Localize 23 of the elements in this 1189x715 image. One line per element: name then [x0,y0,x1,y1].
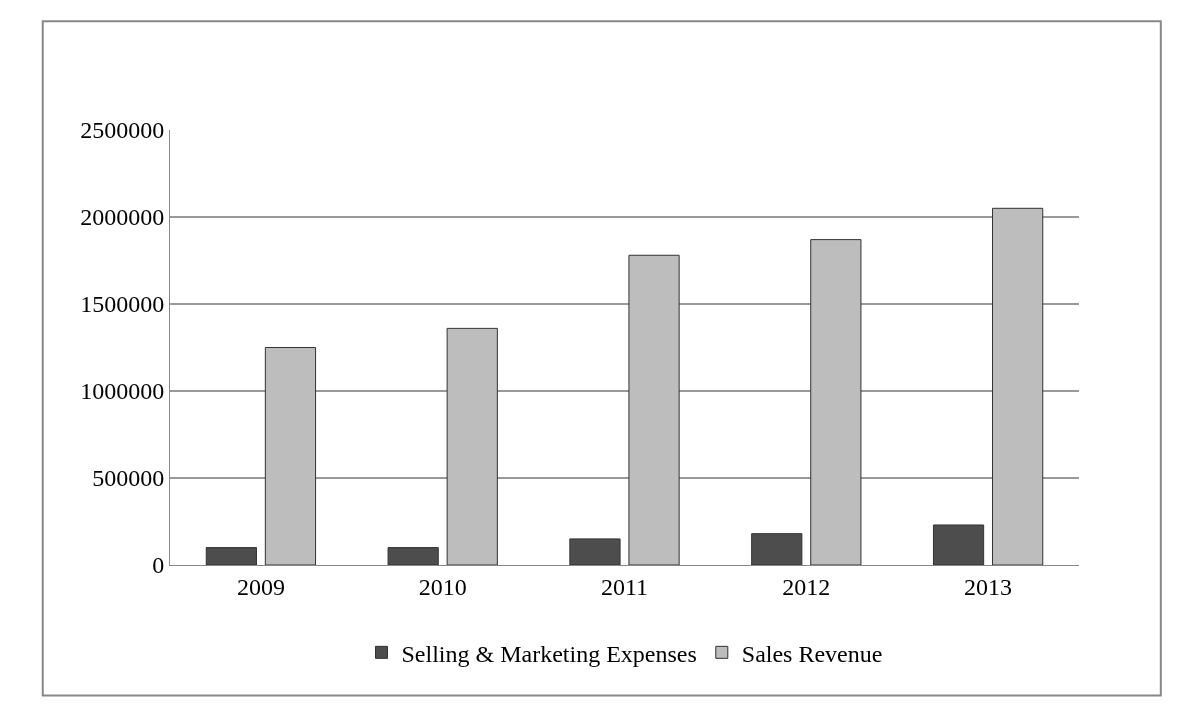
y-tick-label: 1500000 [80,291,165,318]
x-tick-label: 2010 [418,573,467,600]
bar [751,533,803,565]
bar [992,207,1044,565]
legend-label: Sales Revenue [741,640,883,667]
x-tick-label: 2009 [236,573,285,600]
x-tick-label: 2013 [964,573,1013,600]
y-tick-label: 2500000 [80,117,165,144]
bar [446,327,498,565]
bar [932,524,985,565]
y-tick-label: 1000000 [80,378,165,405]
y-tick-label: 500000 [92,465,165,492]
x-tick-label: 2011 [600,573,649,600]
bar [205,547,257,565]
bar [810,239,862,565]
y-tick-label: 2000000 [80,204,165,231]
x-tick-label: 2012 [782,573,831,600]
bar [264,347,317,565]
bar [628,254,680,565]
y-tick-label: 0 [152,552,165,579]
bar [387,547,439,565]
bar [569,538,621,565]
legend-label: Selling & Marketing Expenses [401,640,697,667]
